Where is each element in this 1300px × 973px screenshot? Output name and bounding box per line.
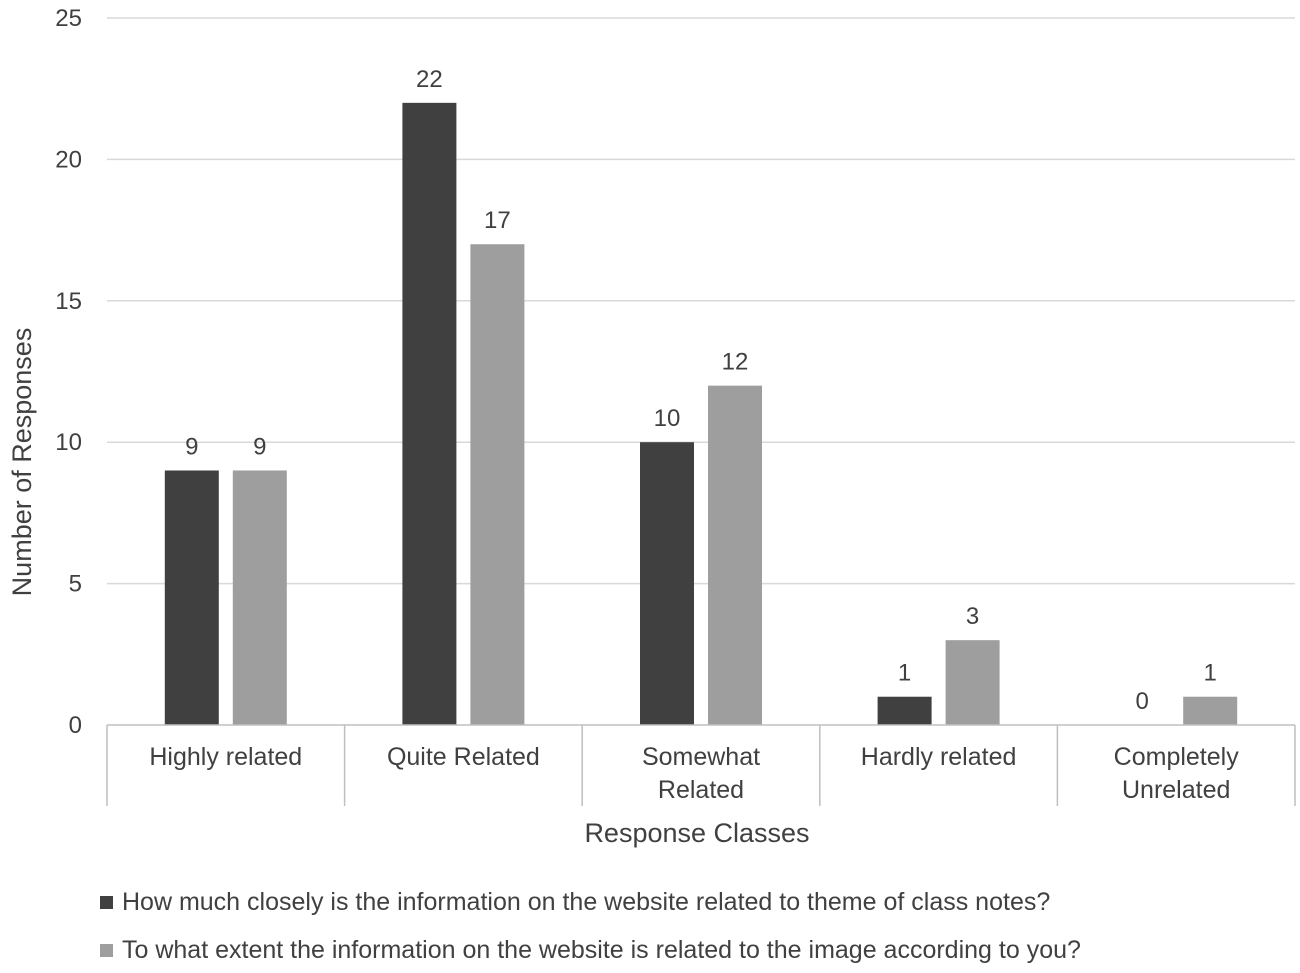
x-tick-label: Related xyxy=(658,776,744,804)
data-label: 12 xyxy=(722,349,749,376)
x-tick-label: Unrelated xyxy=(1122,776,1230,804)
bar-series-1 xyxy=(877,696,932,725)
bars xyxy=(164,102,1238,726)
data-label: 10 xyxy=(654,405,681,432)
x-tick-label: Quite Related xyxy=(387,743,540,771)
y-axis-ticks: 0 5 10 15 20 25 xyxy=(55,5,82,739)
y-tick-label: 20 xyxy=(55,146,82,173)
x-tick-label: Completely xyxy=(1114,743,1240,771)
y-tick-label: 10 xyxy=(55,429,82,456)
data-labels: 9 9 22 17 10 12 1 3 0 1 xyxy=(185,66,1217,715)
legend-item-series-1: How much closely is the information on t… xyxy=(100,888,1050,917)
y-tick-label: 15 xyxy=(55,288,82,315)
data-label: 1 xyxy=(1204,660,1217,687)
x-axis: Highly related Quite Related Somewhat Relat… xyxy=(106,724,1296,806)
data-label: 1 xyxy=(898,660,911,687)
bar-series-2 xyxy=(232,470,287,725)
x-axis-title: Response Classes xyxy=(584,818,809,848)
data-label: 22 xyxy=(416,66,443,93)
y-tick-label: 25 xyxy=(55,5,82,32)
y-tick-label: 5 xyxy=(69,571,82,598)
data-label: 9 xyxy=(185,433,198,460)
legend-label-series-1: How much closely is the information on t… xyxy=(122,888,1051,916)
y-tick-label: 0 xyxy=(69,712,82,739)
legend-label-series-2: To what extent the information on the we… xyxy=(122,936,1081,964)
bar-series-1 xyxy=(164,470,219,725)
bar-series-2 xyxy=(708,385,762,725)
bar-chart: 0 5 10 15 20 25 9 9 22 17 10 12 1 3 0 1 Highly related… xyxy=(7,5,1296,848)
legend-swatch-series-1 xyxy=(100,896,113,909)
gridlines xyxy=(107,17,1295,585)
data-label: 9 xyxy=(253,433,266,460)
x-tick-label: Somewhat xyxy=(642,743,760,771)
bar-series-2 xyxy=(1183,696,1238,725)
legend-item-series-2: To what extent the information on the we… xyxy=(100,936,1081,965)
y-axis-title: Number of Responses xyxy=(7,328,37,597)
bar-series-1 xyxy=(402,102,457,726)
legend-swatch-series-2 xyxy=(100,944,113,957)
bar-series-2 xyxy=(945,640,1000,725)
x-tick-label: Hardly related xyxy=(861,743,1017,771)
data-label: 17 xyxy=(484,207,511,234)
data-label: 3 xyxy=(966,603,979,630)
bar-series-2 xyxy=(470,244,525,726)
bar-series-1 xyxy=(640,442,694,725)
data-label: 0 xyxy=(1136,688,1149,715)
x-tick-label: Highly related xyxy=(149,743,302,771)
